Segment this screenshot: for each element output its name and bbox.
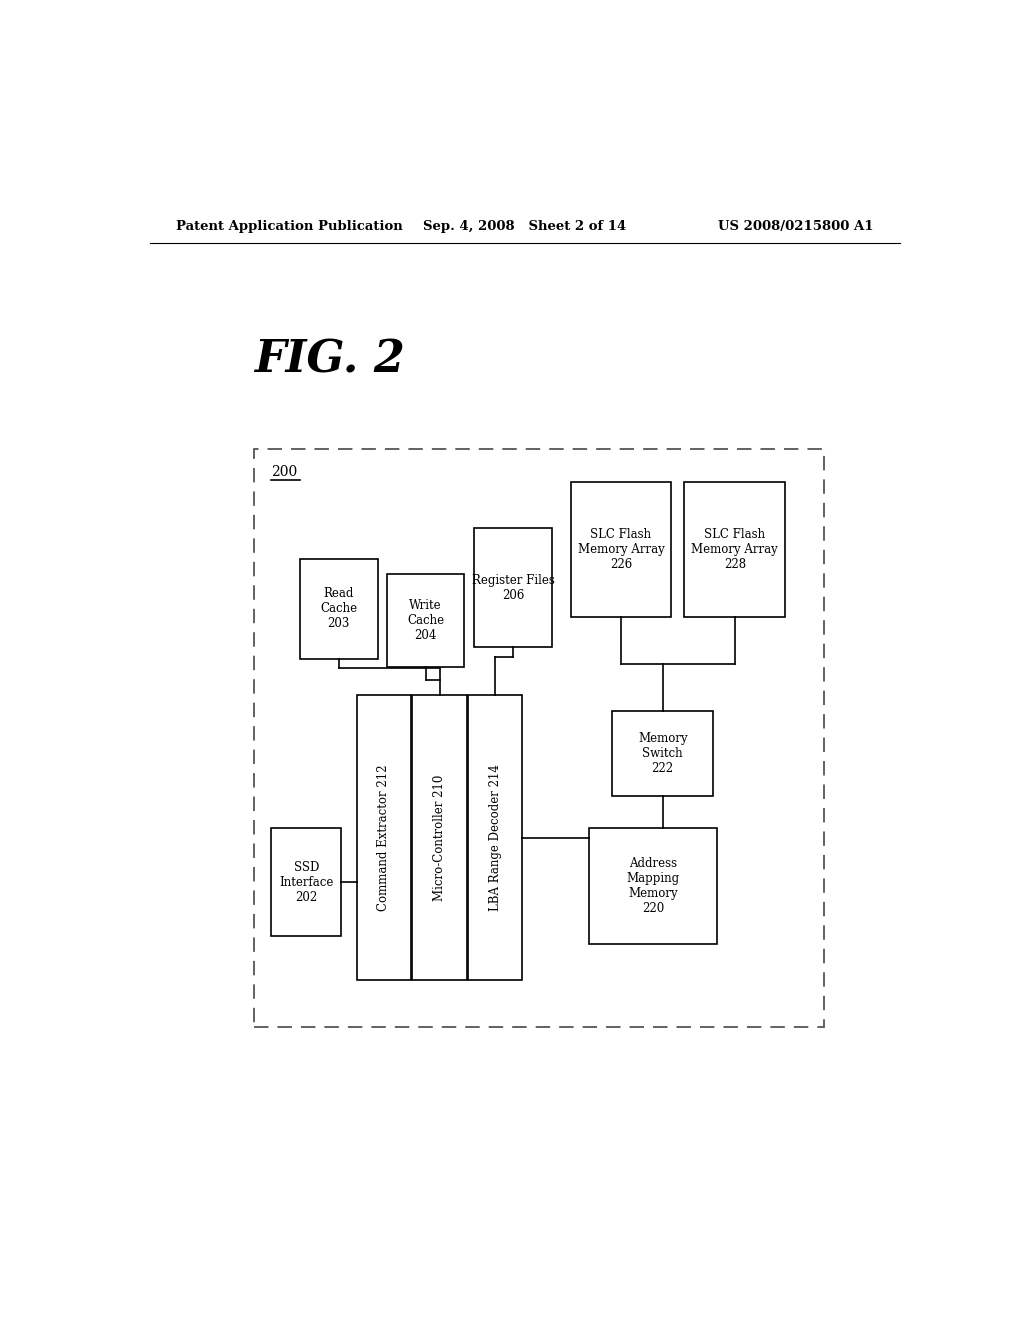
- Bar: [387, 574, 464, 667]
- Text: US 2008/0215800 A1: US 2008/0215800 A1: [718, 219, 873, 232]
- Text: SLC Flash
Memory Array
226: SLC Flash Memory Array 226: [578, 528, 665, 570]
- Text: Patent Application Publication: Patent Application Publication: [176, 219, 402, 232]
- Text: Write
Cache
204: Write Cache 204: [407, 599, 444, 642]
- Bar: [356, 696, 411, 979]
- Text: FIG. 2: FIG. 2: [254, 339, 406, 381]
- Text: Command Extractor 212: Command Extractor 212: [377, 764, 390, 911]
- Text: SSD
Interface
202: SSD Interface 202: [280, 861, 334, 904]
- Bar: [413, 696, 467, 979]
- Bar: [254, 450, 824, 1027]
- Bar: [474, 528, 552, 647]
- Text: Register Files
206: Register Files 206: [472, 574, 555, 602]
- Text: SLC Flash
Memory Array
228: SLC Flash Memory Array 228: [691, 528, 778, 570]
- Bar: [571, 482, 671, 616]
- Text: Read
Cache
203: Read Cache 203: [321, 587, 357, 631]
- Text: Sep. 4, 2008   Sheet 2 of 14: Sep. 4, 2008 Sheet 2 of 14: [423, 219, 627, 232]
- Text: LBA Range Decoder 214: LBA Range Decoder 214: [488, 764, 502, 911]
- Text: Memory
Switch
222: Memory Switch 222: [638, 733, 687, 775]
- Bar: [589, 829, 717, 944]
- Text: Address
Mapping
Memory
220: Address Mapping Memory 220: [627, 857, 680, 915]
- Bar: [468, 696, 522, 979]
- Text: 200: 200: [271, 465, 298, 479]
- Bar: [612, 711, 713, 796]
- Bar: [684, 482, 785, 616]
- Bar: [271, 829, 341, 936]
- Bar: [300, 558, 378, 659]
- Text: Micro-Controller 210: Micro-Controller 210: [433, 775, 446, 900]
